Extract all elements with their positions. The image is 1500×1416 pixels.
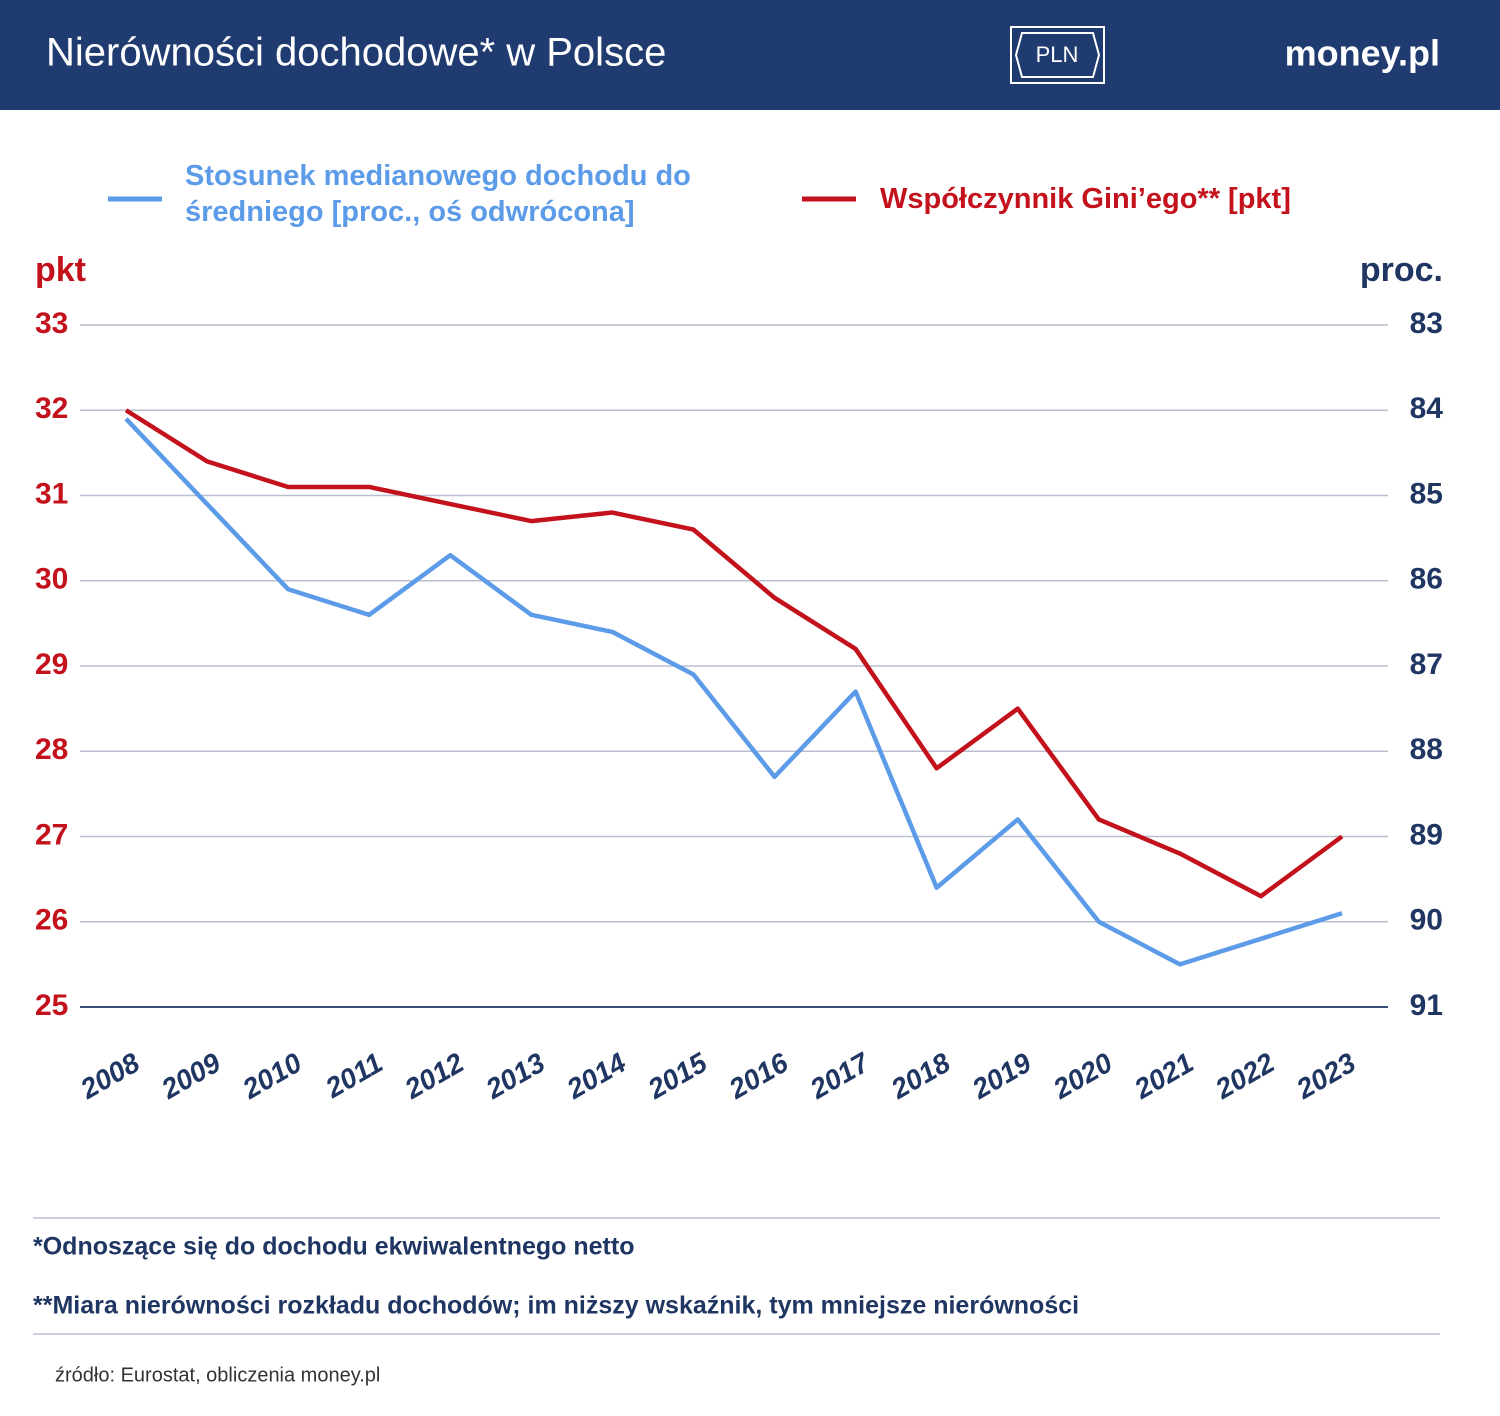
y-tick-label: 26 [35, 904, 68, 937]
y2-tick-label: 91 [1410, 989, 1443, 1022]
x-tick-label: 2011 [319, 1047, 388, 1104]
x-tick-label: 2013 [480, 1047, 551, 1106]
y2-tick-label: 87 [1410, 648, 1443, 681]
y2-tick-label: 89 [1410, 818, 1443, 851]
series-line [124, 417, 1343, 967]
legend-label: Współczynnik Gini’ego** [pkt] [880, 183, 1291, 215]
x-tick-label: 2008 [74, 1047, 145, 1106]
y-tick-label: 29 [35, 648, 68, 681]
y-tick-label: 25 [35, 989, 68, 1022]
x-tick-label: 2018 [885, 1047, 956, 1106]
x-tick-label: 2010 [237, 1047, 308, 1106]
y-tick-label: 32 [35, 392, 68, 425]
badge-frame [1010, 26, 1105, 84]
x-tick-label: 2009 [155, 1047, 226, 1106]
badge-inner [1014, 32, 1101, 78]
brand: money.pl [1285, 33, 1440, 74]
x-tick-label: 2015 [642, 1047, 713, 1106]
legend-label: Stosunek medianowego dochodu do średnieg… [185, 160, 691, 228]
x-tick-label: 2020 [1047, 1047, 1118, 1106]
y-tick-label: 33 [35, 307, 68, 340]
x-tick-label: 2022 [1209, 1047, 1280, 1106]
y2-tick-label: 88 [1410, 733, 1443, 766]
legend-entry: Stosunek medianowego dochodu do średnieg… [185, 160, 691, 228]
y-tick-label: 30 [35, 563, 68, 596]
legend-entry: Współczynnik Gini’ego** [pkt] [880, 183, 1291, 215]
x-tick-label: 2019 [966, 1047, 1037, 1106]
series-line [124, 408, 1344, 899]
y2-tick-label: 85 [1410, 477, 1443, 510]
header-bar [0, 0, 1500, 110]
y2-tick-label: 86 [1410, 563, 1443, 596]
y2-tick-label: 90 [1410, 904, 1443, 937]
x-tick-label: 2012 [399, 1047, 470, 1106]
x-tick-label: 2014 [561, 1047, 632, 1106]
y-tick-label: 28 [35, 733, 68, 766]
y2-axis-label: proc. [1360, 251, 1443, 289]
y-tick-label: 31 [35, 477, 68, 510]
y-axis-label: pkt [35, 251, 86, 289]
title: Nierówności dochodowe* w Polsce [46, 31, 666, 75]
y2-tick-label: 83 [1410, 307, 1443, 340]
x-tick-label: 2021 [1128, 1047, 1198, 1105]
badge: PLN [1036, 42, 1079, 67]
x-tick-label: 2016 [723, 1047, 794, 1106]
x-tick-label: 2023 [1290, 1047, 1361, 1106]
y2-tick-label: 84 [1410, 392, 1444, 425]
y-tick-label: 27 [35, 818, 68, 851]
footnote: **Miara nierówności rozkładu dochodów; i… [33, 1292, 1079, 1320]
footnote: *Odnoszące się do dochodu ekwiwalentnego… [33, 1233, 634, 1261]
x-tick-label: 2017 [804, 1046, 876, 1105]
source: źródło: Eurostat, obliczenia money.pl [55, 1364, 380, 1386]
